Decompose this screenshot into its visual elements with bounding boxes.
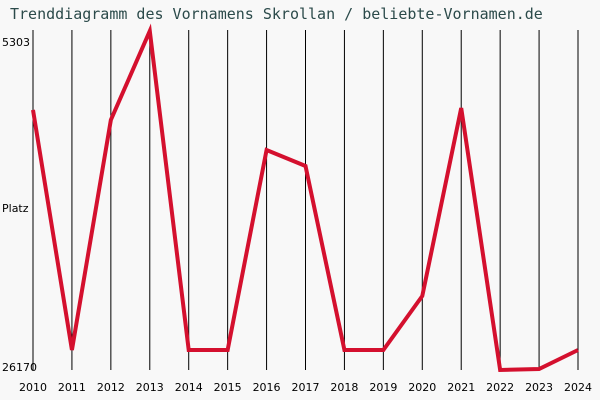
x-tick-label: 2014 <box>175 381 203 394</box>
x-tick-label: 2011 <box>58 381 86 394</box>
y-axis-label: Platz <box>2 202 29 215</box>
x-tick-label: 2023 <box>525 381 553 394</box>
y-tick-label: 26170 <box>2 361 37 374</box>
x-tick-label: 2019 <box>369 381 397 394</box>
chart-title: Trenddiagramm des Vornamens Skrollan / b… <box>10 5 543 23</box>
x-tick-label: 2010 <box>19 381 47 394</box>
x-tick-label: 2016 <box>253 381 281 394</box>
x-tick-label: 2024 <box>564 381 592 394</box>
x-tick-label: 2020 <box>408 381 436 394</box>
y-tick-label: 5303 <box>2 36 30 49</box>
x-tick-label: 2022 <box>486 381 514 394</box>
x-tick-label: 2012 <box>97 381 125 394</box>
line-series <box>31 23 579 373</box>
x-tick-label: 2018 <box>330 381 358 394</box>
x-tick-label: 2017 <box>292 381 320 394</box>
x-tick-label: 2021 <box>447 381 475 394</box>
x-tick-label: 2015 <box>214 381 242 394</box>
x-tick-label: 2013 <box>136 381 164 394</box>
